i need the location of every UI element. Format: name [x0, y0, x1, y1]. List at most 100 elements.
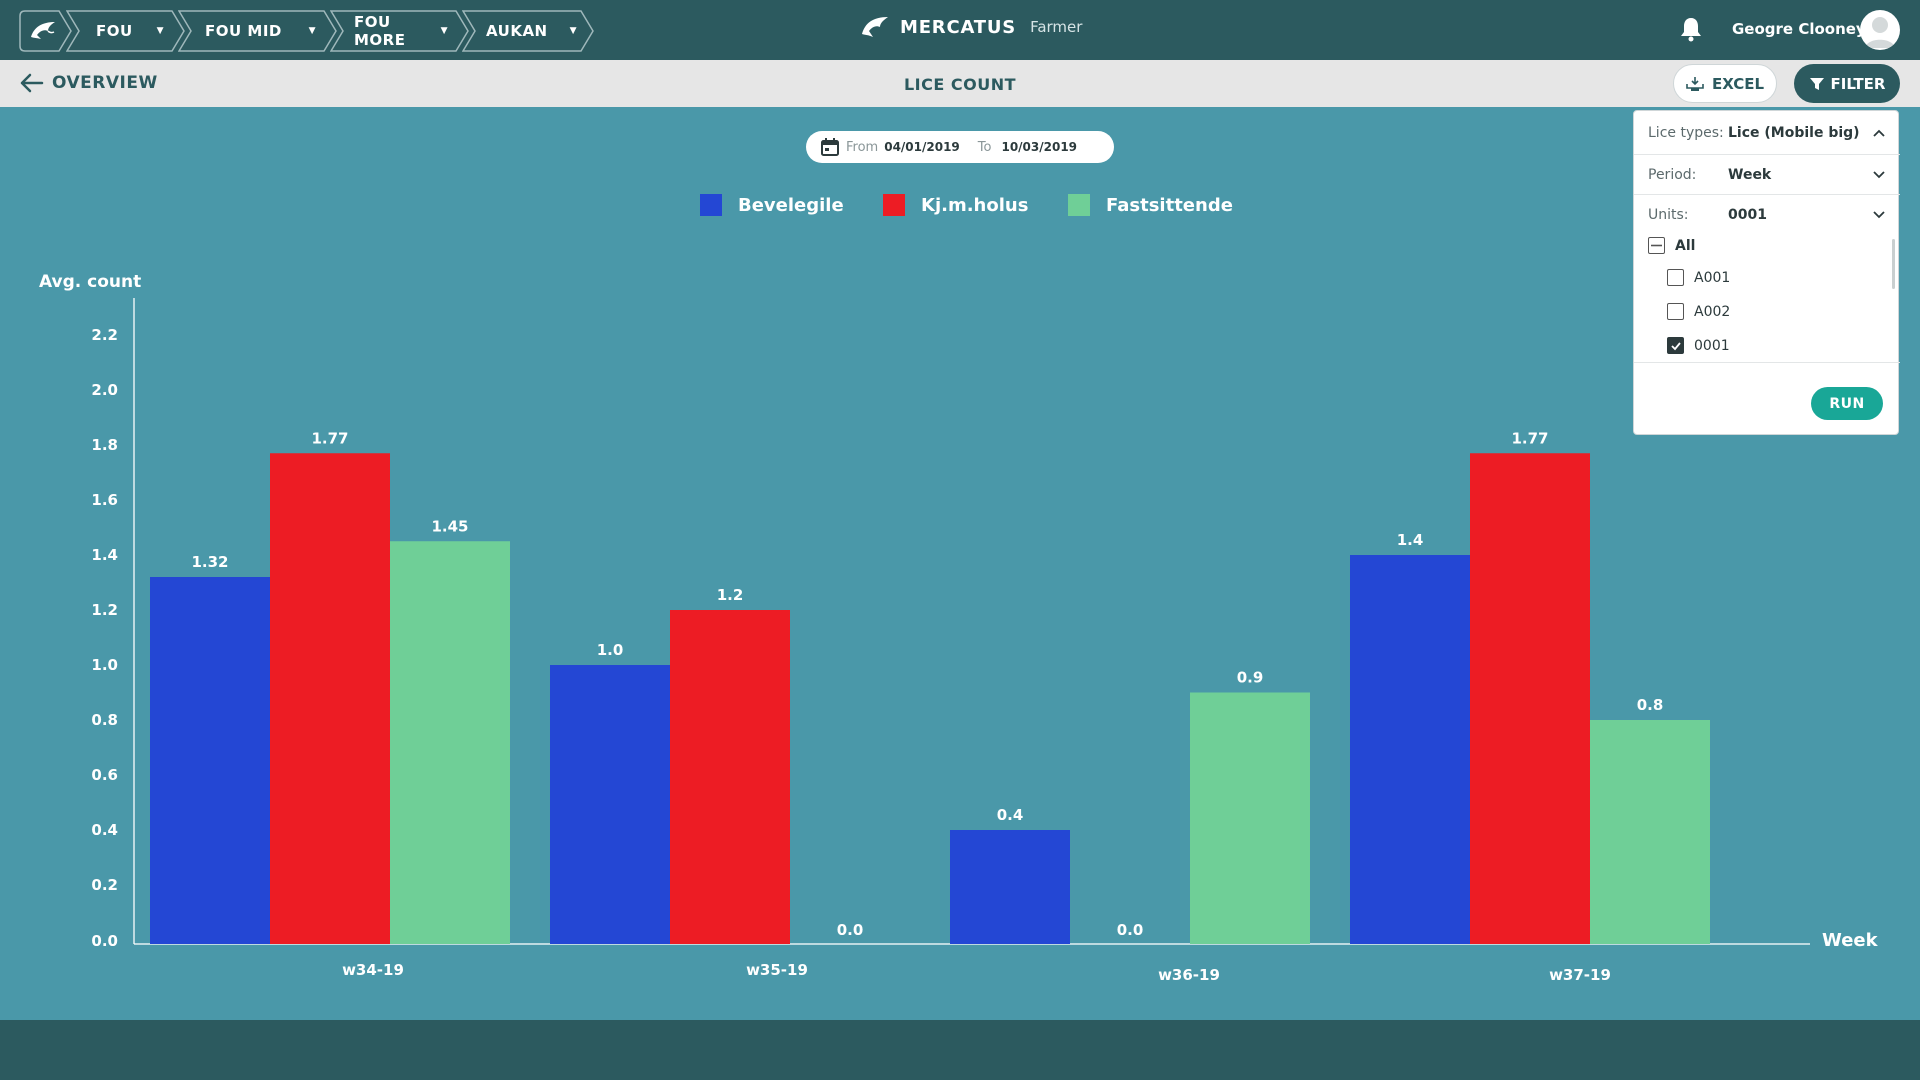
- lice-count-bar-chart: Avg. count Week 0.0 0.2 0.4 0.6 0.8 1.0 1.2 1.4…: [39, 272, 1879, 984]
- page-title: LICE COUNT: [903, 75, 1017, 94]
- bar[interactable]: [390, 541, 510, 944]
- checkbox-icon[interactable]: [1667, 269, 1684, 286]
- bar-value-label: 0.8: [1637, 696, 1664, 714]
- back-label: OVERVIEW: [52, 73, 158, 93]
- lice-types-value: Lice (Mobile big): [1728, 124, 1860, 141]
- bar-value-label: 1.77: [1511, 429, 1548, 447]
- filter-button[interactable]: FILTER: [1794, 64, 1900, 103]
- chevron-down-icon[interactable]: ▼: [569, 26, 577, 36]
- excel-button[interactable]: EXCEL: [1673, 64, 1777, 103]
- crumb-fou-more[interactable]: FOU MORE ▼: [330, 10, 470, 52]
- unit-all-checkbox[interactable]: All: [1648, 237, 1695, 254]
- period-label: Period:: [1648, 166, 1697, 183]
- breadcrumb: FOU ▼ FOU MID ▼ FOU MORE ▼ AUKAN ▼: [19, 10, 595, 52]
- crumb-aukan[interactable]: AUKAN ▼: [462, 10, 595, 52]
- checkbox-icon[interactable]: [1667, 303, 1684, 320]
- bar-value-label: 0.0: [1117, 921, 1144, 939]
- indeterminate-checkbox-icon[interactable]: [1648, 237, 1665, 254]
- lice-types-label: Lice types:: [1648, 124, 1724, 141]
- crumb-fou[interactable]: FOU ▼: [66, 10, 186, 52]
- footer-band: [0, 1020, 1920, 1080]
- calendar-icon: [821, 138, 839, 156]
- bar-value-label: 1.0: [597, 641, 624, 659]
- bell-icon[interactable]: [1680, 16, 1702, 46]
- sub-header: OVERVIEW LICE COUNT EXCEL FILTER: [0, 60, 1920, 107]
- checked-checkbox-icon[interactable]: [1667, 337, 1684, 354]
- x-tick-group: w34-19 w35-19 w36-19 w37-19: [342, 961, 1611, 984]
- brand-name: MERCATUS: [900, 16, 1017, 38]
- bar-value-label: 1.45: [431, 517, 468, 535]
- avatar[interactable]: [1860, 10, 1900, 50]
- bar[interactable]: [1470, 453, 1590, 944]
- unit-a001-checkbox[interactable]: A001: [1667, 269, 1730, 286]
- lice-types-select[interactable]: Lice types: Lice (Mobile big): [1634, 111, 1900, 155]
- y-tick-label: 1.2: [91, 601, 118, 619]
- arrow-left-icon: [20, 73, 44, 93]
- bar[interactable]: [1190, 692, 1310, 945]
- unit-0001-checkbox[interactable]: 0001: [1667, 337, 1730, 354]
- from-label: From: [846, 139, 879, 155]
- legend-swatch: [883, 194, 905, 216]
- chevron-down-icon[interactable]: ▼: [308, 26, 316, 36]
- filter-label: FILTER: [1830, 74, 1886, 93]
- from-date[interactable]: 04/01/2019: [884, 140, 960, 154]
- user-name[interactable]: Gеogre Clooney: [1732, 20, 1866, 38]
- unit-a002-checkbox[interactable]: A002: [1667, 303, 1730, 320]
- bar-value-label: 1.32: [191, 553, 228, 571]
- filter-panel: Lice types: Lice (Mobile big) Period: We…: [1633, 110, 1900, 435]
- x-axis-label: Week: [1822, 930, 1879, 951]
- bar[interactable]: [150, 577, 270, 944]
- bar[interactable]: [1350, 555, 1470, 944]
- y-tick-label: 1.4: [91, 546, 118, 564]
- y-tick-label: 2.0: [91, 381, 118, 399]
- period-select[interactable]: Period: Week: [1634, 155, 1900, 195]
- bar-group: 1.32 1.77 1.45 1.0 1.2 0.0 0.4 0.0 0.9 1.4 1.77 0.8: [150, 429, 1710, 944]
- date-range-picker[interactable]: From 04/01/2019 To 10/03/2019: [806, 131, 1114, 163]
- bar[interactable]: [950, 830, 1070, 944]
- x-tick-label: w35-19: [746, 961, 808, 979]
- crumb-label: FOU MID: [205, 22, 282, 40]
- funnel-icon: [1809, 77, 1824, 90]
- bar[interactable]: [670, 610, 790, 944]
- crumb-label: FOU MORE: [354, 13, 406, 49]
- bar-value-label: 1.77: [311, 429, 348, 447]
- y-tick-group: 0.0 0.2 0.4 0.6 0.8 1.0 1.2 1.4 1.6 1.8 2.0 2.2: [91, 326, 118, 950]
- y-tick-label: 0.4: [91, 821, 118, 839]
- y-axis-label: Avg. count: [39, 272, 141, 292]
- crumb-fou-mid[interactable]: FOU MID ▼: [178, 10, 338, 52]
- legend-label: Kj.m.holus: [921, 194, 1029, 216]
- legend-item-bevelegile[interactable]: Bevelegile: [700, 194, 844, 216]
- back-button[interactable]: OVERVIEW: [18, 72, 158, 94]
- to-date[interactable]: 10/03/2019: [1001, 140, 1078, 154]
- brand: MERCATUS Farmer: [860, 14, 1082, 40]
- bar[interactable]: [550, 665, 670, 944]
- chevron-down-icon[interactable]: ▼: [156, 26, 164, 36]
- y-tick-label: 0.0: [91, 932, 118, 950]
- chevron-down-icon: [1873, 211, 1885, 219]
- run-button[interactable]: RUN: [1811, 387, 1883, 420]
- legend-swatch: [1068, 194, 1090, 216]
- units-label: Units:: [1648, 207, 1689, 223]
- legend-label: Bevelegile: [738, 194, 844, 216]
- checkbox-label: All: [1675, 237, 1696, 254]
- legend-swatch: [700, 194, 722, 216]
- bar-value-label: 0.4: [997, 806, 1024, 824]
- excel-export-icon: [1686, 76, 1704, 91]
- y-tick-label: 1.0: [91, 656, 118, 674]
- legend-item-kjmholus[interactable]: Kj.m.holus: [883, 194, 1028, 216]
- fish-logo-icon: [30, 22, 55, 39]
- legend-label: Fastsittende: [1106, 194, 1233, 216]
- legend-item-fastsittende[interactable]: Fastsittende: [1068, 194, 1233, 216]
- x-tick-label: w34-19: [342, 961, 404, 979]
- home-crumb[interactable]: [19, 10, 74, 52]
- units-select[interactable]: Units: 0001: [1634, 195, 1900, 235]
- y-tick-label: 1.8: [91, 436, 118, 454]
- bar[interactable]: [1590, 720, 1710, 944]
- panel-scrollbar[interactable]: [1892, 239, 1895, 289]
- chevron-down-icon[interactable]: ▼: [440, 26, 448, 36]
- bar[interactable]: [270, 453, 390, 944]
- fish-logo-icon: [862, 17, 888, 37]
- y-tick-label: 0.8: [91, 711, 118, 729]
- bar-value-label: 0.0: [837, 921, 864, 939]
- x-tick-label: w37-19: [1549, 966, 1611, 984]
